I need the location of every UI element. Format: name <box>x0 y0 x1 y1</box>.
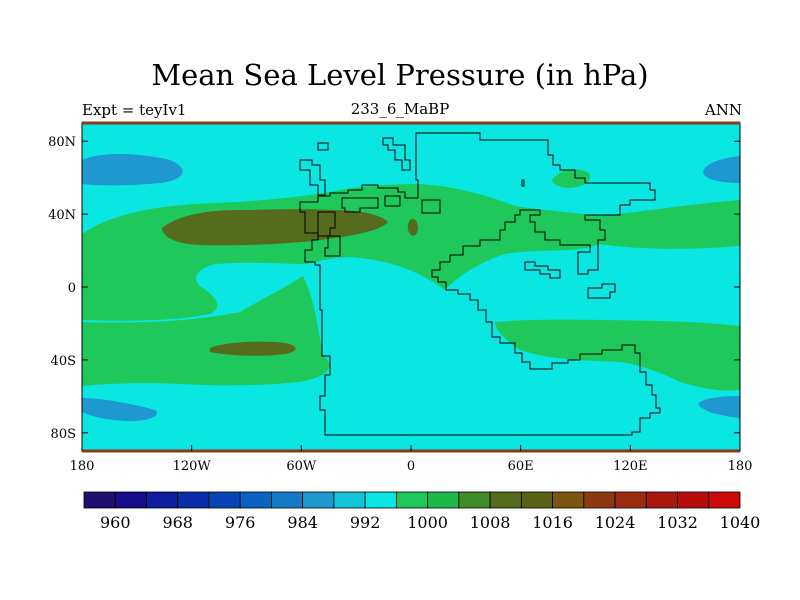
low-pressure-north-pacific-east <box>703 156 740 183</box>
colorbar-swatch <box>239 491 272 509</box>
y-axis: 80N 40N 0 40S 80S <box>48 135 740 442</box>
colorbar-swatch <box>458 491 491 509</box>
high-pressure-southern-pacific <box>82 276 330 386</box>
highest-pressure-small <box>407 218 418 236</box>
high-pressure-east-asia <box>552 169 591 188</box>
colorbar-swatch <box>614 491 647 509</box>
y-tick-label: 40N <box>48 208 76 223</box>
colorbar-swatch <box>427 491 460 509</box>
experiment-label: Expt = teyIv1 <box>82 101 187 119</box>
x-tick-label: 0 <box>407 459 415 474</box>
colorbar-label: 984 <box>287 513 318 532</box>
colorbar-label: 1040 <box>720 513 761 532</box>
x-axis: 180 120W 60W 0 60E 120E 180 <box>70 445 753 474</box>
high-pressure-southern-atlantic-indian <box>495 319 740 391</box>
x-tick-label: 120W <box>173 459 212 474</box>
colorbar-swatch <box>333 491 366 509</box>
colorbar-label: 1024 <box>595 513 636 532</box>
colorbar-label: 992 <box>350 513 381 532</box>
colorbar-label: 1000 <box>407 513 448 532</box>
colorbar-swatch <box>146 491 179 509</box>
colorbar-swatch <box>271 491 304 509</box>
colorbar: 960 968 976 984 992 1000 1008 1016 1024 1032 1040 <box>83 491 761 532</box>
x-tick-label: 180 <box>728 459 753 474</box>
colorbar-swatch <box>645 491 678 509</box>
colorbar-label: 1016 <box>532 513 573 532</box>
colorbar-swatch <box>302 491 335 509</box>
colorbar-swatch <box>114 491 147 509</box>
colorbar-swatch <box>208 491 241 509</box>
colorbar-swatch <box>708 491 741 509</box>
period-label: 233_6_MaBP <box>350 100 450 118</box>
colorbar-label: 1032 <box>657 513 698 532</box>
low-pressure-north-pacific-west <box>82 154 183 186</box>
highest-pressure-south <box>210 341 296 356</box>
pressure-field <box>82 123 740 451</box>
colorbar-label: 976 <box>225 513 256 532</box>
x-tick-label: 60W <box>286 459 317 474</box>
low-pressure-south-west <box>82 398 157 422</box>
colorbar-label: 960 <box>100 513 131 532</box>
map-title: Mean Sea Level Pressure (in hPa) <box>151 58 649 92</box>
y-tick-label: 80N <box>48 135 76 150</box>
season-label: ANN <box>704 101 742 119</box>
colorbar-swatch <box>520 491 553 509</box>
colorbar-swatch <box>395 491 429 509</box>
colorbar-swatch <box>677 491 710 509</box>
y-tick-label: 0 <box>68 281 76 296</box>
y-tick-label: 80S <box>51 427 76 442</box>
colorbar-swatch <box>552 491 585 509</box>
low-pressure-south-east <box>698 396 740 418</box>
colorbar-swatch <box>583 491 616 509</box>
colorbar-swatch <box>489 491 522 509</box>
colorbar-swatch <box>364 491 397 509</box>
continent-outline <box>299 132 661 436</box>
colorbar-swatch <box>177 491 210 509</box>
colorbar-label: 1008 <box>470 513 511 532</box>
x-tick-label: 120E <box>613 459 647 474</box>
x-tick-label: 180 <box>70 459 95 474</box>
y-tick-label: 40S <box>51 354 76 369</box>
x-tick-label: 60E <box>508 459 534 474</box>
colorbar-swatch <box>83 491 116 509</box>
colorbar-label: 968 <box>162 513 193 532</box>
